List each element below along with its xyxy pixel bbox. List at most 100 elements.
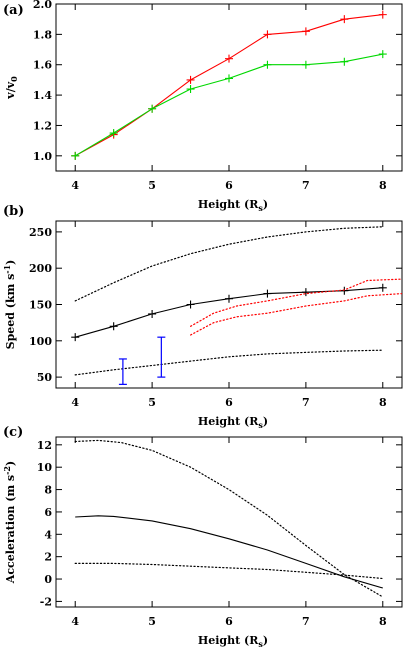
panel-label: (c) <box>3 425 23 440</box>
x-axis-label-main: Height (R <box>198 198 259 211</box>
data-point <box>340 286 349 295</box>
y-axis-label-main: v/v <box>4 81 17 99</box>
x-tick-label: 5 <box>148 615 156 628</box>
x-axis-label: Height (Rs) <box>198 634 268 649</box>
y-tick-label: 1.2 <box>33 119 52 132</box>
panel-label: (a) <box>3 3 24 18</box>
x-tick-label: 7 <box>302 179 310 192</box>
y-axis-label-sup: -2 <box>2 466 12 475</box>
data-point <box>340 15 349 24</box>
data-point <box>186 75 195 84</box>
data-point <box>263 60 272 69</box>
y-tick-label: 1.0 <box>33 150 52 163</box>
data-point <box>301 288 310 297</box>
y-axis-label-sub: 0 <box>9 76 19 82</box>
panel-label: (b) <box>3 204 24 219</box>
y-tick-label: 250 <box>29 226 52 239</box>
y-axis-label-sup: -1 <box>2 265 12 274</box>
x-axis-label-end: ) <box>263 415 268 428</box>
data-point <box>71 151 80 160</box>
series-line-2 <box>74 53 383 157</box>
series-group <box>71 10 387 160</box>
series-line-3 <box>74 562 384 580</box>
y-axis-label-end: ) <box>4 260 17 265</box>
series-line-2 <box>74 439 384 598</box>
data-point <box>225 294 233 303</box>
y-axis-label-main: Speed (km s <box>4 274 17 350</box>
series-group <box>71 226 402 385</box>
y-axis-label: Speed (km s-1) <box>2 260 17 350</box>
plot-frame <box>55 3 403 172</box>
y-tick-label: 150 <box>29 299 52 312</box>
data-point <box>378 50 387 59</box>
x-axis-label-sub: s <box>258 203 263 213</box>
series-line-4 <box>190 293 402 336</box>
y-tick-label: 0 <box>44 573 52 586</box>
x-tick-label: 4 <box>71 615 79 628</box>
data-point <box>109 129 118 138</box>
y-tick-label: 1.8 <box>33 28 52 41</box>
x-axis-label-main: Height (R <box>198 634 259 647</box>
data-point <box>301 60 310 69</box>
x-tick-label: 4 <box>71 396 79 409</box>
y-tick-label: 8 <box>44 484 52 497</box>
series-line-1 <box>74 14 383 157</box>
y-axis-label: Acceleration (m s-2) <box>2 461 17 584</box>
y-tick-label: 2.0 <box>33 0 52 11</box>
x-axis-label: Height (Rs) <box>198 415 268 430</box>
plot-frame <box>55 220 403 389</box>
data-point <box>263 30 272 39</box>
y-axis-label: v/v0 <box>4 76 19 100</box>
x-tick-label: 8 <box>379 396 387 409</box>
y-tick-label: 2 <box>44 551 52 564</box>
x-tick-label: 6 <box>225 615 233 628</box>
y-tick-label: 200 <box>29 262 52 275</box>
y-tick-label: 100 <box>29 335 52 348</box>
data-point <box>148 309 157 318</box>
x-tick-label: 6 <box>225 179 233 192</box>
y-tick-label: -2 <box>40 595 52 608</box>
data-point <box>263 289 272 298</box>
y-tick-label: 10 <box>37 461 53 474</box>
x-axis-label-end: ) <box>263 634 268 647</box>
x-tick-label: 6 <box>225 396 233 409</box>
data-point <box>301 27 310 36</box>
x-tick-label: 4 <box>71 179 79 192</box>
data-point <box>225 74 233 83</box>
y-axis-label-main: Acceleration (m s <box>4 475 17 584</box>
x-tick-label: 7 <box>302 396 310 409</box>
series-line-2 <box>74 226 384 302</box>
x-tick-label: 8 <box>379 179 387 192</box>
x-axis-label-end: ) <box>263 198 268 211</box>
x-tick-label: 7 <box>302 615 310 628</box>
data-point <box>186 300 195 309</box>
x-tick-label: 8 <box>379 615 387 628</box>
x-tick-label: 5 <box>148 179 156 192</box>
x-axis-label: Height (Rs) <box>198 198 268 213</box>
y-tick-label: 1.6 <box>33 59 52 72</box>
x-axis-label-main: Height (R <box>198 415 259 428</box>
data-point <box>378 10 387 19</box>
data-point <box>71 333 80 342</box>
series-line-5 <box>190 278 402 327</box>
x-tick-label: 5 <box>148 396 156 409</box>
data-point <box>109 322 118 331</box>
panel-1: 4 5 6 7 8 1.0 1.2 1.4 1.6 1.8 2.0 (a) Height (Rs) v/v… <box>3 0 403 213</box>
plot-frame <box>55 436 403 608</box>
data-point <box>148 104 157 113</box>
series-line-1 <box>75 515 383 589</box>
y-tick-label: 6 <box>44 506 52 519</box>
y-axis-label-end: ) <box>4 461 17 466</box>
data-point <box>225 54 233 63</box>
data-point <box>340 57 349 66</box>
data-point <box>378 283 387 292</box>
y-tick-label: 4 <box>44 528 52 541</box>
x-axis-label-sub: s <box>258 639 263 649</box>
y-tick-label: 50 <box>37 371 53 384</box>
series-group <box>74 439 384 598</box>
y-tick-label: 12 <box>37 439 52 452</box>
data-point <box>186 85 195 94</box>
